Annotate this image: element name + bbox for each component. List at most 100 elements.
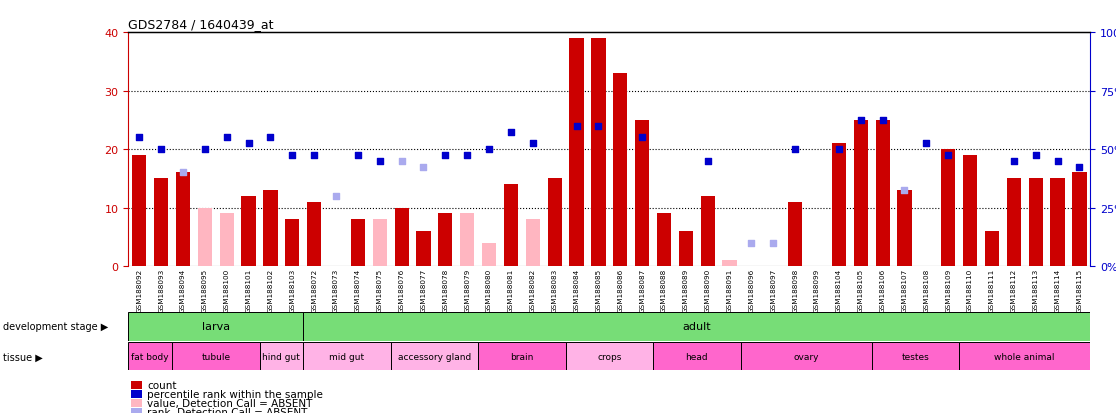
Text: larva: larva (202, 322, 230, 332)
Point (152, 147, 170, 153)
Point (1049, 158, 1067, 165)
Point (436, 152, 454, 159)
Bar (460, 214, 474, 266)
Bar (128, 342, 172, 370)
Bar (548, 179, 561, 266)
Point (589, 123, 607, 130)
Bar (741, 342, 872, 370)
Point (480, 147, 498, 153)
Point (240, 140, 258, 147)
Bar (304, 342, 391, 370)
Bar (701, 197, 715, 266)
Bar (304, 313, 1090, 341)
Bar (416, 231, 431, 266)
Text: fat body: fat body (132, 352, 169, 361)
Point (349, 152, 367, 159)
Text: value, Detection Call = ABSENT: value, Detection Call = ABSENT (147, 398, 312, 408)
Bar (963, 156, 978, 266)
Bar (569, 39, 584, 266)
Point (852, 117, 869, 124)
Point (196, 147, 214, 153)
Point (742, 240, 760, 246)
Text: GDS2784 / 1640439_at: GDS2784 / 1640439_at (128, 17, 273, 31)
Text: percentile rank within the sample: percentile rank within the sample (147, 389, 324, 399)
Text: head: head (685, 352, 709, 361)
Bar (478, 342, 566, 370)
Bar (198, 208, 212, 266)
Bar (854, 121, 868, 266)
Bar (307, 202, 321, 266)
Point (459, 152, 477, 159)
Text: count: count (147, 380, 176, 390)
Bar (635, 121, 650, 266)
Point (764, 240, 782, 246)
Bar (263, 190, 278, 266)
Point (787, 147, 805, 153)
Point (1070, 164, 1088, 171)
Bar (897, 190, 912, 266)
Bar (439, 214, 452, 266)
Point (131, 135, 148, 141)
Point (830, 147, 848, 153)
Bar (653, 342, 741, 370)
Text: tubule: tubule (201, 352, 230, 361)
Bar (220, 214, 234, 266)
Bar (872, 342, 959, 370)
Point (940, 152, 958, 159)
Text: development stage ▶: development stage ▶ (3, 322, 108, 332)
Point (568, 123, 586, 130)
Bar (876, 121, 889, 266)
Bar (154, 179, 169, 266)
Bar (395, 208, 408, 266)
Point (283, 152, 301, 159)
Text: tissue ▶: tissue ▶ (3, 351, 44, 361)
Text: brain: brain (510, 352, 533, 361)
Bar (260, 342, 304, 370)
Bar (241, 197, 256, 266)
Bar (657, 214, 671, 266)
Bar (591, 39, 606, 266)
Point (414, 164, 432, 171)
Point (523, 140, 541, 147)
Bar (503, 185, 518, 266)
Bar (679, 231, 693, 266)
Bar (831, 144, 846, 266)
Point (699, 158, 716, 165)
Point (917, 140, 935, 147)
Bar (128, 313, 304, 341)
Text: testes: testes (902, 352, 930, 361)
Point (1027, 152, 1045, 159)
Bar (286, 220, 299, 266)
Point (327, 193, 345, 200)
Text: rank, Detection Call = ABSENT: rank, Detection Call = ABSENT (147, 407, 308, 413)
Point (218, 135, 235, 141)
Point (174, 170, 192, 176)
Point (633, 135, 651, 141)
Text: accessory gland: accessory gland (397, 352, 471, 361)
Bar (128, 266, 1090, 269)
Text: crops: crops (597, 352, 622, 361)
Point (371, 158, 388, 165)
Bar (722, 261, 737, 266)
Point (895, 187, 913, 194)
Text: whole animal: whole animal (994, 352, 1055, 361)
Bar (1007, 179, 1021, 266)
Text: hind gut: hind gut (262, 352, 300, 361)
Bar (984, 231, 999, 266)
Point (306, 152, 324, 159)
Bar (391, 342, 478, 370)
Bar (1050, 179, 1065, 266)
Bar (788, 202, 802, 266)
Bar (941, 150, 955, 266)
Text: adult: adult (683, 322, 711, 332)
Point (261, 135, 279, 141)
Point (393, 158, 411, 165)
Bar (613, 74, 627, 266)
Point (502, 129, 520, 135)
Bar (373, 220, 387, 266)
Bar (132, 156, 146, 266)
Text: ovary: ovary (793, 352, 819, 361)
Bar (172, 342, 260, 370)
Bar (566, 342, 653, 370)
Bar (350, 220, 365, 266)
